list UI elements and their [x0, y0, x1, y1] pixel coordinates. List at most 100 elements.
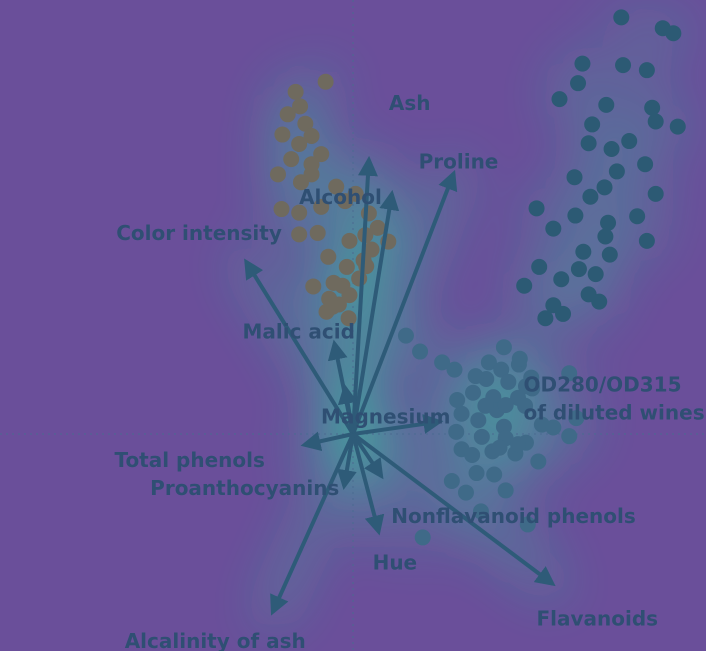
loading-label: Hue — [373, 551, 418, 575]
score-point-group-1 — [303, 127, 320, 144]
score-point-group-2 — [644, 99, 661, 116]
score-point-group-2 — [629, 208, 646, 225]
score-point-group-3 — [465, 384, 482, 401]
score-point-group-3 — [500, 373, 517, 390]
score-point-group-2 — [551, 91, 568, 108]
score-point-group-2 — [584, 116, 601, 133]
loading-label: Proline — [419, 150, 499, 174]
score-point-group-3 — [561, 365, 578, 382]
score-point-group-3 — [511, 350, 528, 367]
loading-arrow — [351, 189, 400, 435]
score-point-group-3 — [467, 368, 484, 385]
score-point-group-3 — [468, 465, 485, 482]
score-point-group-1 — [269, 166, 286, 183]
loading-label: Magnesium — [321, 405, 450, 429]
score-point-group-1 — [324, 298, 341, 315]
score-point-group-1 — [317, 73, 334, 90]
score-point-group-2 — [531, 258, 548, 275]
score-point-group-3 — [434, 354, 451, 371]
loading-label: Color intensity — [116, 221, 282, 245]
loading-arrow — [351, 432, 384, 480]
loading-arrow — [351, 169, 458, 435]
score-point-group-3 — [486, 466, 503, 483]
score-point-group-2 — [637, 156, 654, 173]
score-point-group-1 — [274, 126, 291, 143]
score-points — [269, 9, 686, 546]
score-point-group-1 — [337, 193, 354, 210]
loading-arrow — [337, 383, 358, 435]
score-point-group-2 — [574, 55, 591, 72]
score-point-group-1 — [313, 146, 330, 163]
score-point-group-1 — [328, 178, 345, 195]
score-point-group-2 — [587, 266, 604, 283]
score-point-group-2 — [516, 277, 533, 294]
score-point-group-2 — [647, 185, 664, 202]
score-point-group-2 — [580, 135, 597, 152]
score-point-group-1 — [291, 226, 308, 243]
score-point-group-3 — [517, 397, 534, 414]
score-point-group-2 — [567, 207, 584, 224]
score-point-group-3 — [473, 428, 490, 445]
score-point-group-2 — [575, 243, 592, 260]
loading-label: Ash — [389, 91, 431, 115]
score-point-group-3 — [446, 361, 463, 378]
score-point-group-3 — [457, 484, 474, 501]
loading-label: Alcalinity of ash — [125, 629, 306, 651]
score-point-group-3 — [464, 446, 481, 463]
score-point-group-1 — [340, 310, 357, 327]
score-point-group-2 — [528, 200, 545, 217]
score-point-group-3 — [397, 327, 414, 344]
loading-arrow — [244, 258, 355, 436]
score-point-group-3 — [495, 339, 512, 356]
score-point-group-2 — [615, 57, 632, 74]
score-point-group-2 — [545, 220, 562, 237]
score-point-group-3 — [530, 453, 547, 470]
score-point-group-2 — [669, 118, 686, 135]
score-point-group-1 — [351, 270, 368, 287]
score-point-group-3 — [412, 343, 429, 360]
score-point-group-1 — [287, 83, 304, 100]
score-point-group-3 — [568, 410, 585, 427]
score-point-group-3 — [480, 354, 497, 371]
loading-label: Total phenols — [114, 448, 264, 472]
score-point-group-3 — [414, 529, 431, 546]
score-point-group-1 — [369, 219, 386, 236]
score-point-group-3 — [545, 419, 562, 436]
score-point-group-2 — [601, 246, 618, 263]
score-point-group-2 — [553, 271, 570, 288]
loading-label: OD280/OD315 of diluted wines — [523, 373, 704, 425]
score-point-group-1 — [313, 198, 330, 215]
score-point-group-1 — [292, 174, 309, 191]
score-point-group-1 — [279, 106, 296, 123]
score-point-group-2 — [638, 62, 655, 79]
score-point-group-3 — [449, 392, 466, 409]
score-point-group-3 — [443, 473, 460, 490]
score-point-group-2 — [566, 169, 583, 186]
score-point-group-1 — [292, 98, 309, 115]
score-point-group-1 — [283, 151, 300, 168]
loading-label: Malic acid — [242, 320, 354, 344]
score-point-group-2 — [608, 163, 625, 180]
score-point-group-3 — [477, 397, 494, 414]
score-point-group-2 — [555, 305, 572, 322]
score-point-group-1 — [291, 135, 308, 152]
score-point-group-1 — [341, 287, 358, 304]
score-point-group-2 — [591, 293, 608, 310]
score-point-group-3 — [497, 397, 514, 414]
score-point-group-2 — [600, 214, 617, 231]
score-point-group-2 — [613, 9, 630, 26]
loading-arrow — [270, 433, 355, 616]
loading-label: Proanthocyanins — [150, 476, 339, 500]
score-point-group-3 — [497, 482, 514, 499]
loading-label: Alcohol — [299, 185, 382, 209]
score-point-group-1 — [273, 201, 290, 218]
score-point-group-2 — [570, 75, 587, 92]
loading-label: Flavanoids — [536, 607, 658, 631]
score-point-group-1 — [291, 204, 308, 221]
score-point-group-1 — [341, 232, 358, 249]
loading-arrow — [352, 414, 444, 436]
loading-arrows — [244, 155, 556, 616]
score-point-group-3 — [448, 423, 465, 440]
